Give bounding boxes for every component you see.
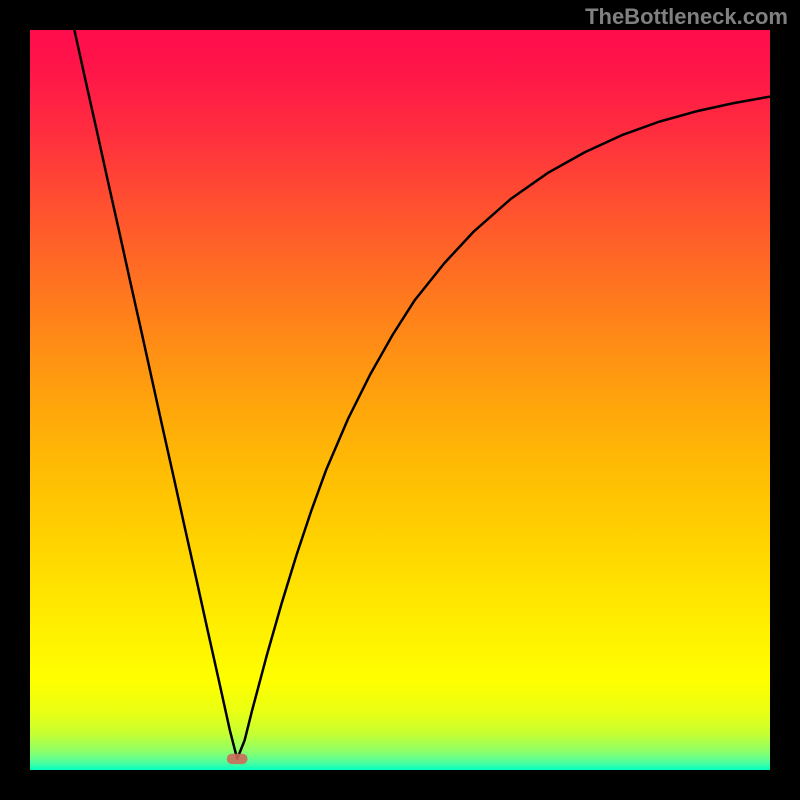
curve-layer bbox=[30, 30, 770, 770]
chart-container: TheBottleneck.com bbox=[0, 0, 800, 800]
watermark-text: TheBottleneck.com bbox=[585, 4, 788, 30]
plot-area bbox=[30, 30, 770, 770]
bottleneck-curve bbox=[74, 30, 770, 759]
dip-marker bbox=[227, 754, 248, 764]
